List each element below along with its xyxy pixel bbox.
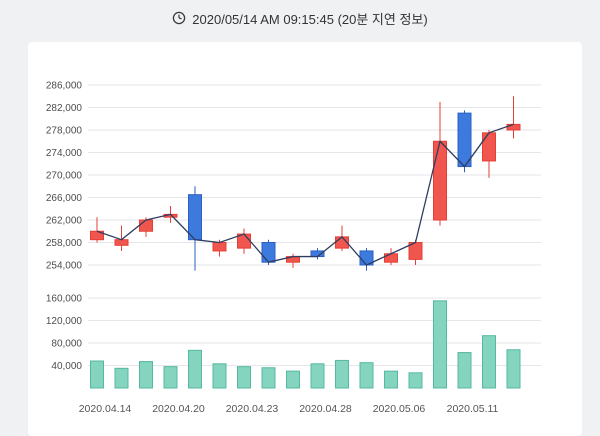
volume-bar <box>261 367 276 389</box>
candle-body <box>384 253 398 263</box>
volume-bar <box>335 359 349 389</box>
timestamp-text: 2020/05/14 AM 09:15:45 (20분 지연 정보) <box>192 11 428 27</box>
price-axis-label: 254,000 <box>46 261 83 272</box>
volume-bar <box>457 352 472 389</box>
volume-axis-label: 80,000 <box>51 339 82 350</box>
price-axis-label: 262,000 <box>46 216 83 227</box>
volume-bar <box>163 366 178 389</box>
candle-body <box>482 132 496 162</box>
volume-bar <box>359 362 374 389</box>
chart-header: 2020/05/14 AM 09:15:45 (20분 지연 정보) <box>0 9 600 27</box>
candle-body <box>310 250 325 258</box>
clock-icon <box>172 11 186 25</box>
candle-body <box>139 219 153 232</box>
volume-axis-label: 120,000 <box>46 316 83 327</box>
volume-bar <box>408 372 423 389</box>
volume-bar <box>286 370 300 389</box>
volume-bar <box>482 335 496 389</box>
volume-bar <box>384 370 398 389</box>
price-axis-label: 286,000 <box>46 81 83 92</box>
price-axis-label: 270,000 <box>46 171 83 182</box>
volume-bar <box>237 366 251 389</box>
date-axis-label: 2020.04.14 <box>79 403 132 415</box>
date-axis-label: 2020.04.28 <box>299 403 352 415</box>
volume-bar <box>433 300 447 389</box>
candle-body <box>114 239 129 246</box>
date-axis-label: 2020.04.20 <box>152 403 205 415</box>
volume-bar <box>310 363 325 389</box>
date-axis-label: 2020.05.11 <box>447 403 499 415</box>
date-axis-label: 2020.04.23 <box>226 403 279 415</box>
candle-body <box>433 140 447 221</box>
candle-body <box>188 194 202 241</box>
candle-body <box>506 123 521 131</box>
volume-axis-label: 160,000 <box>46 294 83 305</box>
price-axis-label: 266,000 <box>46 193 83 204</box>
close-price-line <box>96 123 514 266</box>
candle-body <box>457 112 472 168</box>
volume-bar <box>212 363 227 389</box>
volume-axis-label: 40,000 <box>51 361 82 372</box>
date-axis-label: 2020.05.06 <box>373 403 426 415</box>
volume-bar <box>114 367 129 389</box>
volume-bar <box>188 349 202 389</box>
price-axis-label: 282,000 <box>46 103 83 114</box>
candle-body <box>261 242 276 263</box>
volume-bar <box>90 360 104 389</box>
volume-bar <box>506 349 521 389</box>
price-axis-label: 274,000 <box>46 148 83 159</box>
price-axis-label: 258,000 <box>46 238 83 249</box>
volume-bar <box>139 361 153 389</box>
candle-body <box>212 242 227 252</box>
price-axis-label: 278,000 <box>46 126 83 137</box>
